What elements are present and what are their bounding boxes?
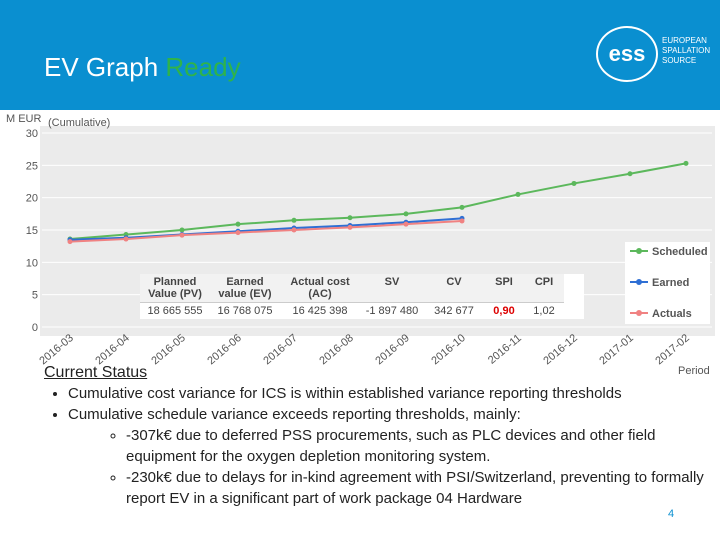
- data-point: [291, 227, 297, 233]
- table-header: Actual cost (AC): [280, 274, 360, 302]
- data-point: [459, 204, 465, 210]
- series-line: [69, 162, 687, 241]
- table-header: Earned value (EV): [210, 274, 280, 302]
- legend-label: Actuals: [652, 308, 692, 320]
- title-status: Ready: [165, 52, 241, 82]
- y-note: (Cumulative): [48, 117, 110, 129]
- y-tick-label: 5: [32, 290, 38, 302]
- data-point: [179, 232, 185, 238]
- y-tick-label: 20: [26, 193, 38, 205]
- table-header: SV: [360, 274, 424, 302]
- page-number: 4: [668, 508, 675, 520]
- data-point: [235, 221, 241, 227]
- data-point: [403, 211, 409, 217]
- header: EV Graph Ready ess EUROPEAN SPALLATION SOU…: [0, 0, 720, 110]
- legend-marker: [636, 310, 642, 316]
- table-cell: 18 665 555: [140, 302, 210, 319]
- y-tick-label: 15: [26, 225, 38, 237]
- logo-line: EUROPEAN: [662, 36, 707, 45]
- data-point: [67, 239, 73, 245]
- series-line: [69, 217, 463, 241]
- logo-line: SOURCE: [662, 56, 697, 65]
- table-cell: 342 677: [424, 302, 484, 319]
- bullet-text: Cumulative cost variance for ICS is with…: [68, 385, 622, 402]
- data-point: [627, 171, 633, 177]
- bullet-list: Cumulative cost variance for ICS is with…: [44, 383, 704, 509]
- summary-table: Planned Value (PV) Earned value (EV) Actua…: [140, 274, 584, 319]
- legend-label: Earned: [652, 277, 689, 289]
- chart: M EUR (Cumulative) Period 05101520253020…: [6, 113, 715, 377]
- sub-list: -307k€ due to deferred PSS procurements,…: [68, 425, 704, 509]
- sub-bullet: -307k€ due to deferred PSS procurements,…: [126, 425, 704, 467]
- table-cell: 16 425 398: [280, 302, 360, 319]
- table-header: SPI: [484, 274, 524, 302]
- data-point: [515, 191, 521, 197]
- table-header: CV: [424, 274, 484, 302]
- table-cell: -1 897 480: [360, 302, 424, 319]
- data-point: [459, 218, 465, 224]
- title-text: EV Graph: [44, 52, 159, 82]
- legend-marker: [636, 248, 642, 254]
- legend-marker: [636, 279, 642, 285]
- slide-title: EV Graph Ready: [44, 52, 241, 83]
- bullet: Cumulative schedule variance exceeds rep…: [68, 404, 704, 509]
- data-point: [291, 217, 297, 223]
- data-point: [235, 230, 241, 236]
- data-point: [347, 224, 353, 230]
- status-heading: Current Status: [44, 364, 148, 381]
- data-point: [683, 160, 689, 166]
- y-tick-label: 30: [26, 128, 38, 140]
- table-cell: 0,90: [484, 302, 524, 319]
- data-point: [179, 227, 185, 233]
- table-cell: 16 768 075: [210, 302, 280, 319]
- legend-label: Scheduled: [652, 246, 708, 258]
- data-point: [403, 221, 409, 227]
- bullet-text: Cumulative schedule variance exceeds rep…: [68, 406, 521, 423]
- y-tick-label: 10: [26, 257, 38, 269]
- series-line: [69, 219, 463, 243]
- logo-text: EUROPEAN SPALLATION SOURCE: [662, 36, 710, 66]
- table-cell: 1,02: [524, 302, 564, 319]
- logo: ess: [596, 26, 658, 82]
- x-label: Period: [678, 365, 710, 377]
- y-tick-label: 25: [26, 160, 38, 172]
- table-header: Planned Value (PV): [140, 274, 210, 302]
- data-point: [571, 180, 577, 186]
- status: Current Status Cumulative cost variance f…: [44, 362, 704, 509]
- sub-bullet: -230k€ due to delays for in-kind agreeme…: [126, 467, 704, 509]
- y-unit: M EUR: [6, 113, 42, 125]
- table-header: CPI: [524, 274, 564, 302]
- bullet: Cumulative cost variance for ICS is with…: [68, 383, 704, 404]
- data-point: [347, 215, 353, 221]
- y-tick-label: 0: [32, 322, 38, 334]
- data-point: [123, 236, 129, 242]
- logo-line: SPALLATION: [662, 46, 711, 55]
